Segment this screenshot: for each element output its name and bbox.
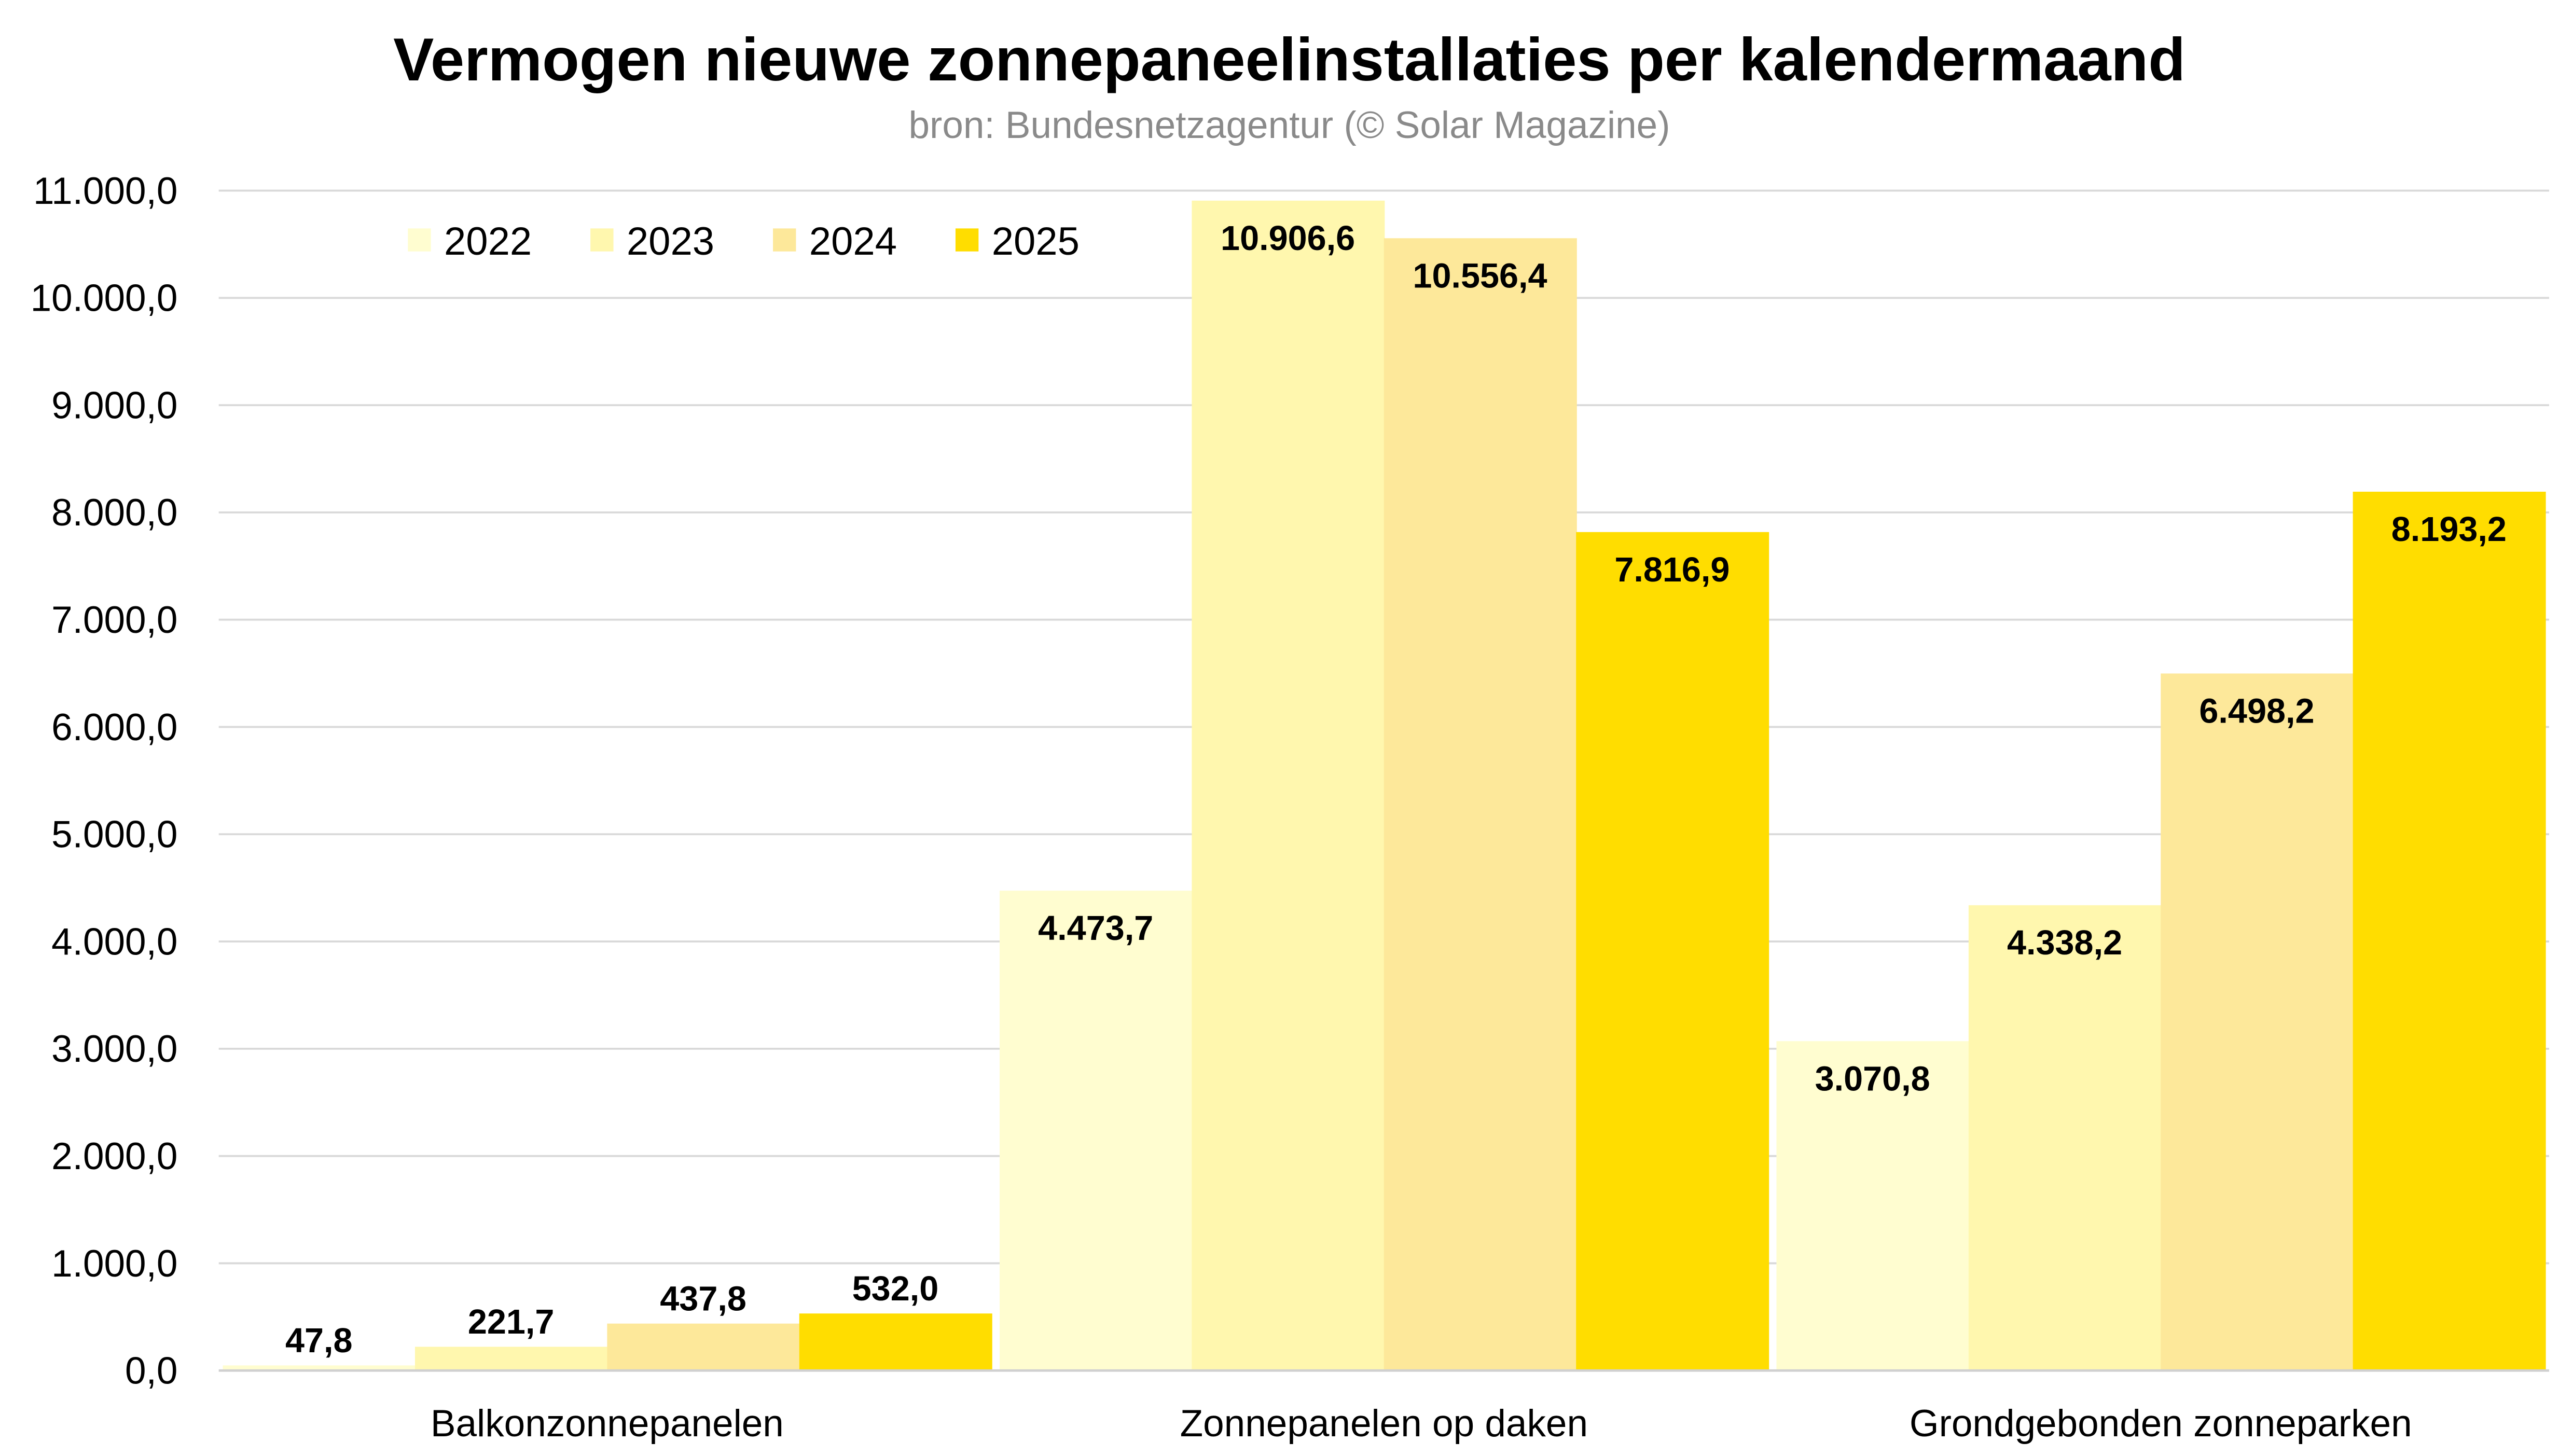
legend-label: 2023 (627, 219, 714, 264)
legend-swatch-2022 (408, 228, 431, 252)
bar-2025 (2353, 491, 2546, 1371)
data-label: 4.473,7 (1038, 909, 1153, 948)
y-tick-label: 11.000,0 (33, 170, 177, 212)
data-label: 7.816,9 (1614, 551, 1730, 589)
data-label: 437,8 (660, 1280, 746, 1318)
bar-2024 (1384, 238, 1577, 1371)
data-label: 6.498,2 (2199, 692, 2314, 731)
legend: 2022 2023 2024 2025 (408, 219, 1080, 264)
bars (223, 200, 2546, 1371)
y-tick-label: 6.000,0 (51, 706, 177, 748)
bar-2022 (1776, 1041, 1970, 1371)
y-tick-label: 0,0 (125, 1350, 177, 1392)
x-axis-ticks: Balkonzonnepanelen Zonnepanelen op daken G… (431, 1403, 2412, 1445)
y-tick-label: 4.000,0 (51, 921, 177, 963)
legend-swatch-2024 (773, 228, 796, 252)
chart-subtitle: bron: Bundesnetzagentur (© Solar Magazin… (909, 104, 1670, 146)
x-tick-label: Grondgebonden zonneparken (1910, 1403, 2412, 1445)
legend-swatch-2025 (955, 228, 979, 252)
y-tick-label: 9.000,0 (51, 384, 177, 426)
bar-2023 (1192, 200, 1385, 1371)
legend-label: 2024 (809, 219, 897, 264)
y-tick-label: 1.000,0 (51, 1243, 177, 1285)
data-labels: 47,8 221,7 437,8 532,0 4.473,7 10.906,6 10.556… (285, 219, 2507, 1360)
data-label: 10.906,6 (1221, 219, 1355, 258)
legend-label: 2022 (444, 219, 532, 264)
y-tick-label: 7.000,0 (51, 599, 177, 641)
data-label: 47,8 (285, 1322, 353, 1360)
bar-2025 (1576, 532, 1769, 1371)
y-tick-label: 3.000,0 (51, 1028, 177, 1070)
x-tick-label: Balkonzonnepanelen (431, 1403, 784, 1445)
data-label: 10.556,4 (1413, 257, 1547, 295)
y-axis-ticks: 0,0 1.000,0 2.000,0 3.000,0 4.000,0 5.000,0 6.… (31, 170, 178, 1392)
x-tick-label: Zonnepanelen op daken (1180, 1403, 1588, 1445)
data-label: 221,7 (468, 1303, 555, 1341)
chart-title: Vermogen nieuwe zonnepaneelinstallaties … (393, 25, 2185, 93)
y-tick-label: 10.000,0 (31, 278, 178, 320)
bar-2024 (607, 1323, 800, 1371)
legend-label: 2025 (992, 219, 1080, 264)
bar-2025 (799, 1313, 992, 1371)
data-label: 4.338,2 (2007, 924, 2122, 962)
bar-2023 (1968, 905, 2162, 1371)
legend-swatch-2023 (590, 228, 614, 252)
data-label: 8.193,2 (2391, 510, 2507, 549)
y-tick-label: 2.000,0 (51, 1135, 177, 1177)
bar-2023 (414, 1347, 608, 1371)
y-tick-label: 8.000,0 (51, 492, 177, 534)
data-label: 532,0 (852, 1270, 939, 1308)
bar-2022 (223, 1365, 416, 1371)
data-label: 3.070,8 (1815, 1060, 1930, 1098)
bar-2024 (2161, 673, 2354, 1371)
bar-2022 (1000, 891, 1193, 1371)
y-tick-label: 5.000,0 (51, 814, 177, 856)
